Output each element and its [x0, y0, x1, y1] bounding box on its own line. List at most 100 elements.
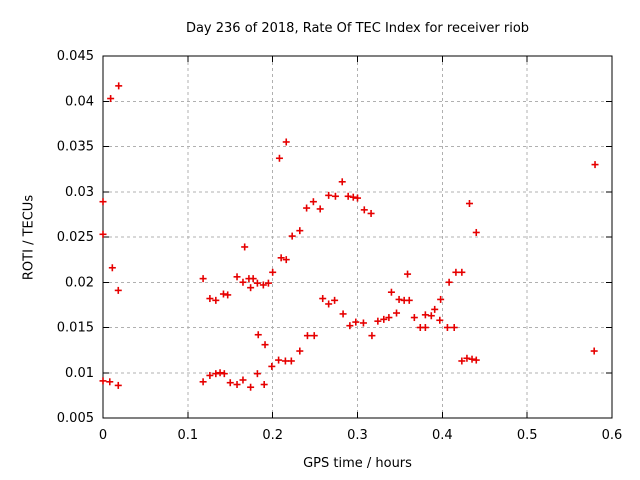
data-point-marker	[395, 295, 403, 303]
data-point-marker	[212, 296, 220, 304]
data-point-marker	[427, 312, 435, 320]
data-point-marker	[316, 205, 324, 213]
data-point-marker	[253, 370, 261, 378]
data-point-marker	[436, 316, 444, 324]
data-point-marker	[199, 378, 207, 386]
y-tick-label: 0.035	[57, 140, 94, 155]
data-point-marker	[288, 232, 296, 240]
data-point-marker	[325, 191, 333, 199]
y-tick-label: 0.025	[57, 230, 94, 245]
data-point-marker	[296, 227, 304, 235]
data-point-marker	[99, 377, 107, 385]
data-point-marker	[393, 309, 401, 317]
data-point-marker	[254, 331, 262, 339]
data-point-marker	[275, 154, 283, 162]
data-point-marker	[108, 264, 116, 272]
tick-labels: 0 0.1 0.2 0.3 0.4 0.5 0.6 0.005 0.01 0.015 0.02 0.0…	[57, 49, 623, 443]
y-tick-label: 0.04	[65, 94, 94, 109]
data-point-marker	[247, 284, 255, 292]
data-point-marker	[360, 206, 368, 214]
data-point-marker	[241, 243, 249, 251]
data-point-marker	[309, 198, 317, 206]
data-point-marker	[264, 279, 272, 287]
data-point-marker	[233, 273, 241, 281]
data-point-marker	[281, 357, 289, 365]
data-point-marker	[220, 370, 228, 378]
axis-ticks	[102, 55, 613, 419]
data-point-marker	[405, 296, 413, 304]
data-point-marker	[452, 268, 460, 276]
y-tick-label: 0.02	[65, 275, 94, 290]
x-tick-label: 0.6	[602, 428, 623, 443]
data-point-marker	[303, 332, 311, 340]
x-tick-label: 0.5	[517, 428, 538, 443]
data-point-marker	[206, 295, 214, 303]
data-point-marker	[349, 193, 357, 201]
data-point-marker	[468, 355, 476, 363]
data-point-marker	[465, 200, 473, 208]
data-point-marker	[224, 291, 232, 299]
y-tick-label: 0.01	[65, 366, 94, 381]
data-point-marker	[253, 279, 261, 287]
data-point-marker	[346, 322, 354, 330]
x-tick-label: 0.3	[347, 428, 368, 443]
x-tick-label: 0.4	[432, 428, 453, 443]
data-point-marker	[331, 192, 339, 200]
x-tick-label: 0	[99, 428, 107, 443]
data-point-marker	[458, 357, 466, 365]
gridlines	[103, 56, 612, 418]
data-point-marker	[114, 286, 122, 294]
data-point-marker	[410, 314, 418, 322]
data-point-marker	[404, 270, 412, 278]
data-point-marker	[431, 305, 439, 313]
data-point-marker	[437, 295, 445, 303]
data-point-marker	[380, 315, 388, 323]
data-point-marker	[472, 228, 480, 236]
data-point-marker	[385, 314, 393, 322]
x-tick-label: 0.1	[177, 428, 198, 443]
data-point-marker	[303, 204, 311, 212]
data-point-marker	[339, 310, 347, 318]
y-tick-label: 0.03	[65, 185, 94, 200]
data-point-marker	[325, 300, 333, 308]
data-point-marker	[99, 230, 107, 238]
data-point-marker	[590, 347, 598, 355]
data-point-marker	[445, 278, 453, 286]
data-point-marker	[107, 95, 115, 103]
data-point-marker	[247, 383, 255, 391]
y-tick-label: 0.015	[57, 321, 94, 336]
data-point-marker	[275, 356, 283, 364]
data-points	[99, 82, 599, 391]
data-point-marker	[421, 311, 429, 319]
chart-title: Day 236 of 2018, Rate Of TEC Index for r…	[185, 21, 530, 36]
data-point-marker	[115, 82, 123, 90]
data-point-marker	[354, 194, 361, 202]
data-point-marker	[216, 369, 224, 377]
data-point-marker	[374, 317, 382, 325]
x-tick-label: 0.2	[262, 428, 283, 443]
data-point-marker	[591, 161, 599, 169]
data-point-marker	[199, 275, 207, 283]
data-point-marker	[296, 347, 304, 355]
y-tick-label: 0.045	[57, 49, 94, 64]
data-point-marker	[458, 268, 466, 276]
data-point-marker	[269, 268, 277, 276]
data-point-marker	[450, 324, 458, 331]
data-point-marker	[367, 209, 375, 217]
data-point-marker	[114, 381, 122, 389]
data-point-marker	[261, 341, 269, 349]
data-point-marker	[239, 376, 247, 384]
data-point-marker	[344, 192, 352, 200]
data-point-marker	[260, 381, 268, 389]
data-point-marker	[472, 356, 480, 364]
data-point-marker	[443, 324, 451, 331]
data-point-marker	[282, 138, 290, 146]
data-point-marker	[277, 254, 285, 262]
y-tick-label: 0.005	[57, 411, 94, 426]
data-point-marker	[226, 379, 234, 387]
data-point-marker	[368, 332, 376, 340]
data-point-marker	[99, 198, 107, 206]
data-point-marker	[282, 256, 290, 264]
data-point-marker	[268, 362, 276, 370]
data-point-marker	[249, 275, 257, 283]
